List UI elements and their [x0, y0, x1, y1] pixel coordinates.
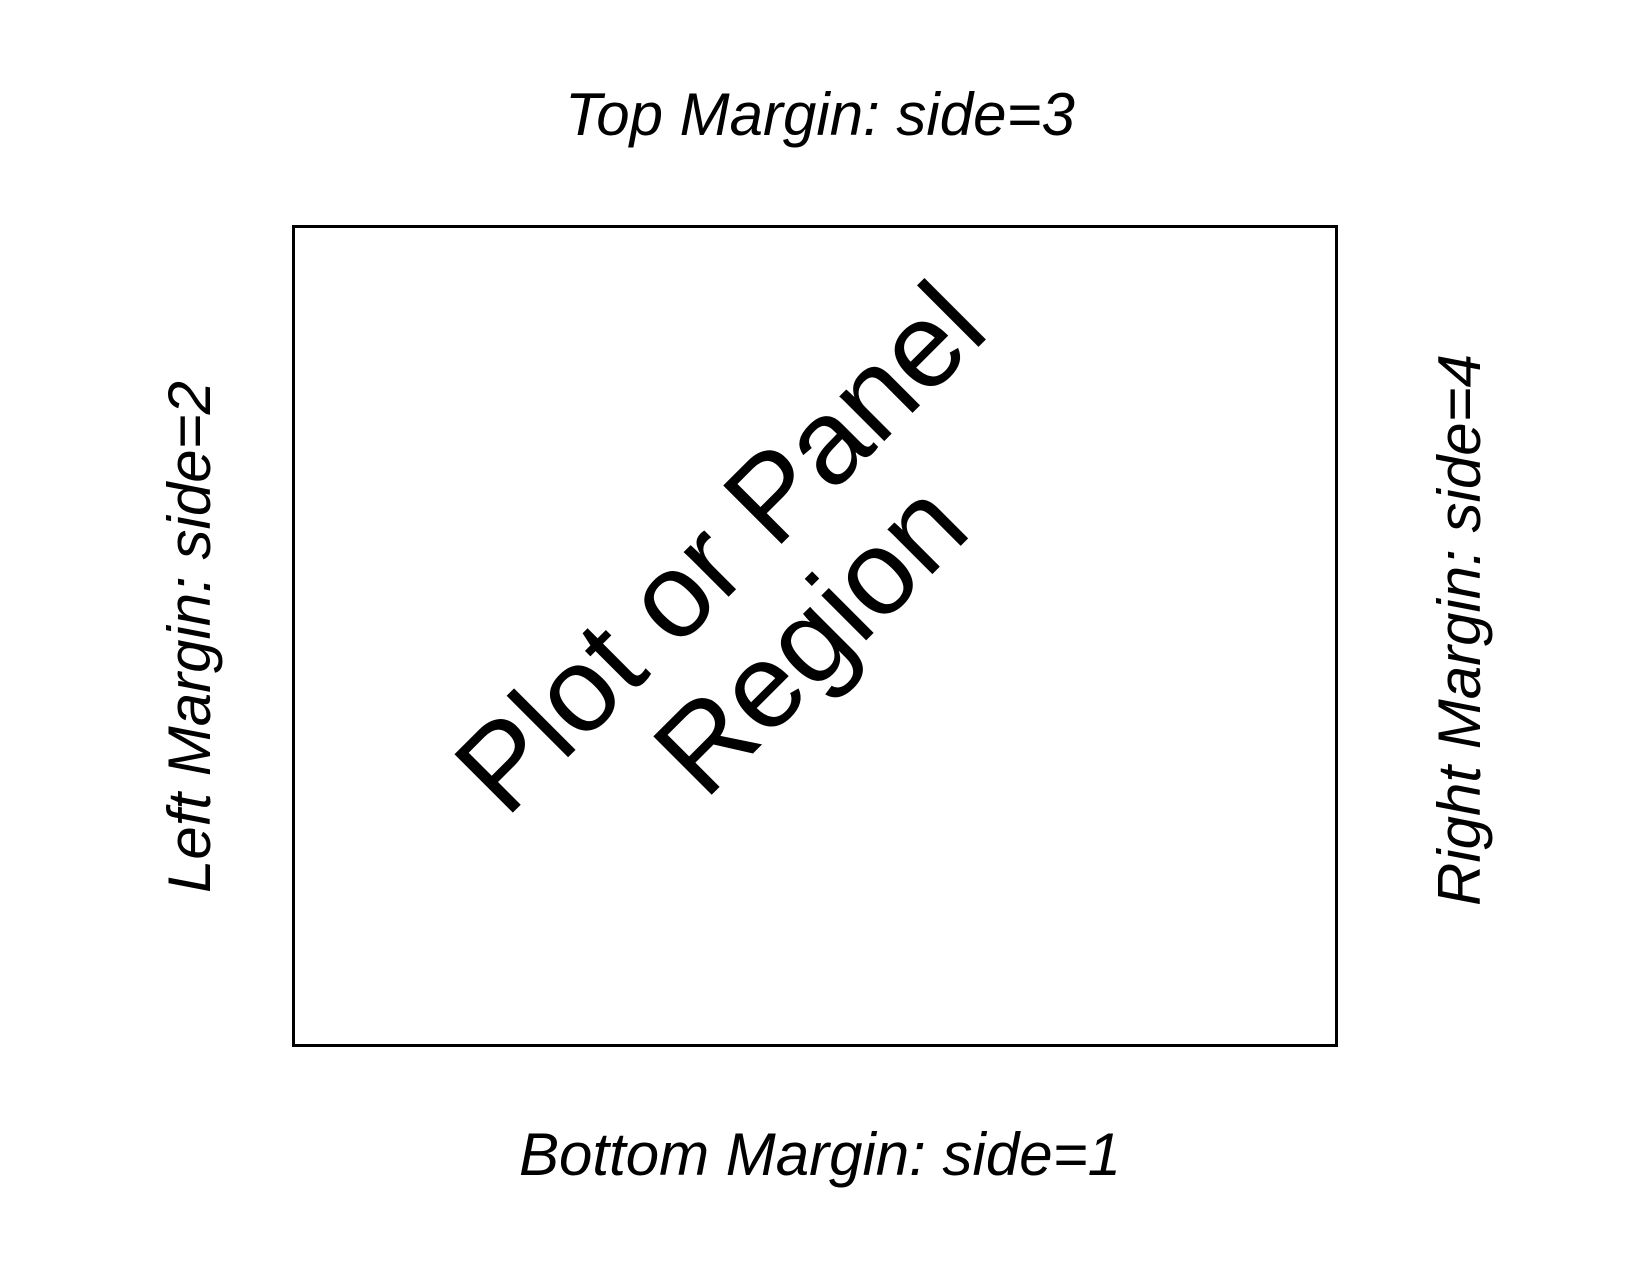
top-margin-label: Top Margin: side=3 [565, 81, 1075, 148]
plot-panel-region [292, 225, 1338, 1047]
bottom-margin-label: Bottom Margin: side=1 [519, 1121, 1121, 1188]
right-margin-label: Right Margin: side=4 [1426, 354, 1493, 906]
left-margin-label: Left Margin: side=2 [156, 381, 223, 893]
